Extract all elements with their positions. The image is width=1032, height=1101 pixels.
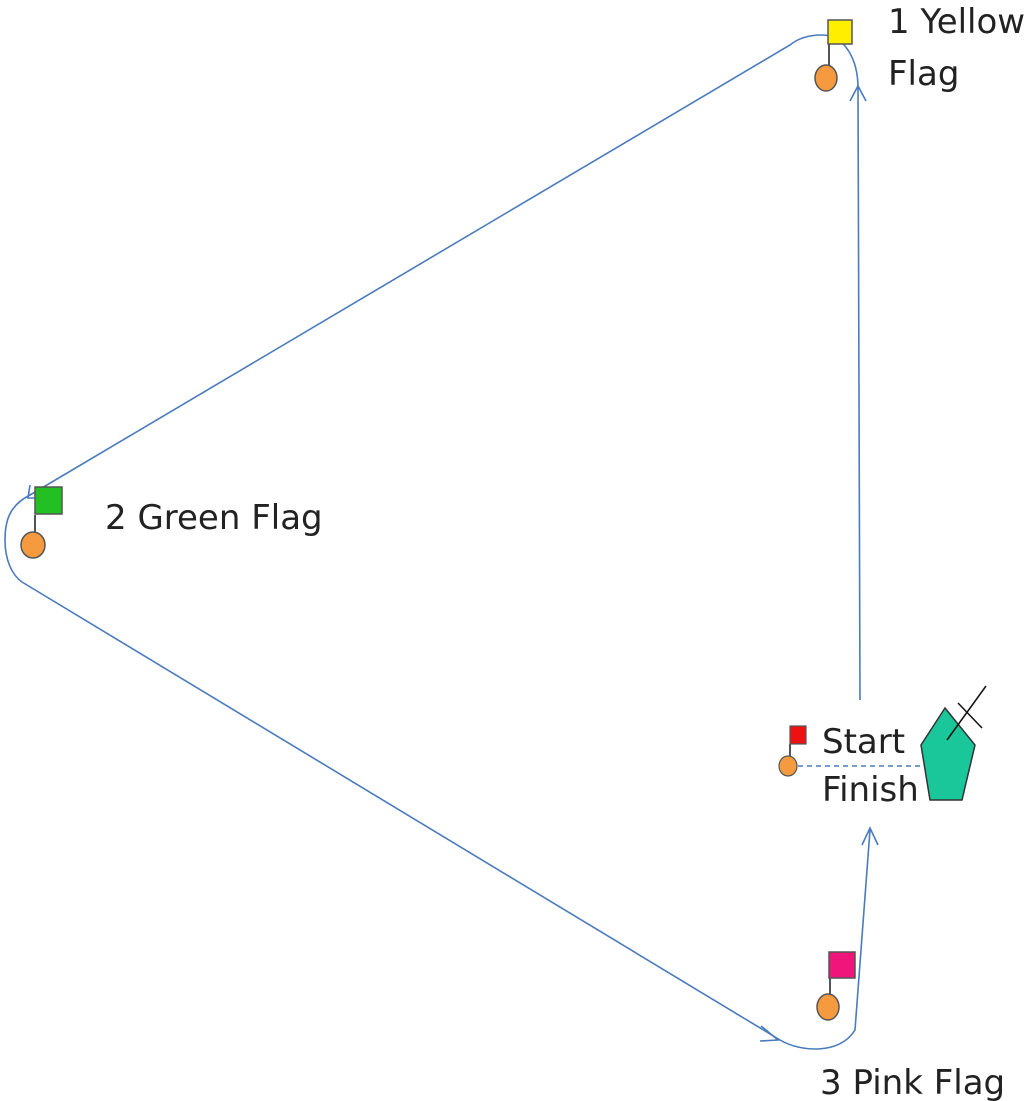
mark-label: 2 Green Flag: [105, 498, 323, 538]
pink-mark: [816, 951, 856, 1021]
green-mark: [20, 486, 63, 559]
start-label: Start: [822, 722, 905, 762]
course-path: [4, 34, 879, 1050]
yellow-mark: [814, 19, 853, 92]
mark-label: Flag: [888, 54, 959, 94]
mark-label: 3 Pink Flag: [820, 1063, 1005, 1101]
finish-label: Finish: [822, 770, 919, 810]
start-mark: [778, 725, 922, 777]
committee-boat: [920, 685, 987, 801]
mark-label: 1 Yellow: [888, 2, 1025, 42]
